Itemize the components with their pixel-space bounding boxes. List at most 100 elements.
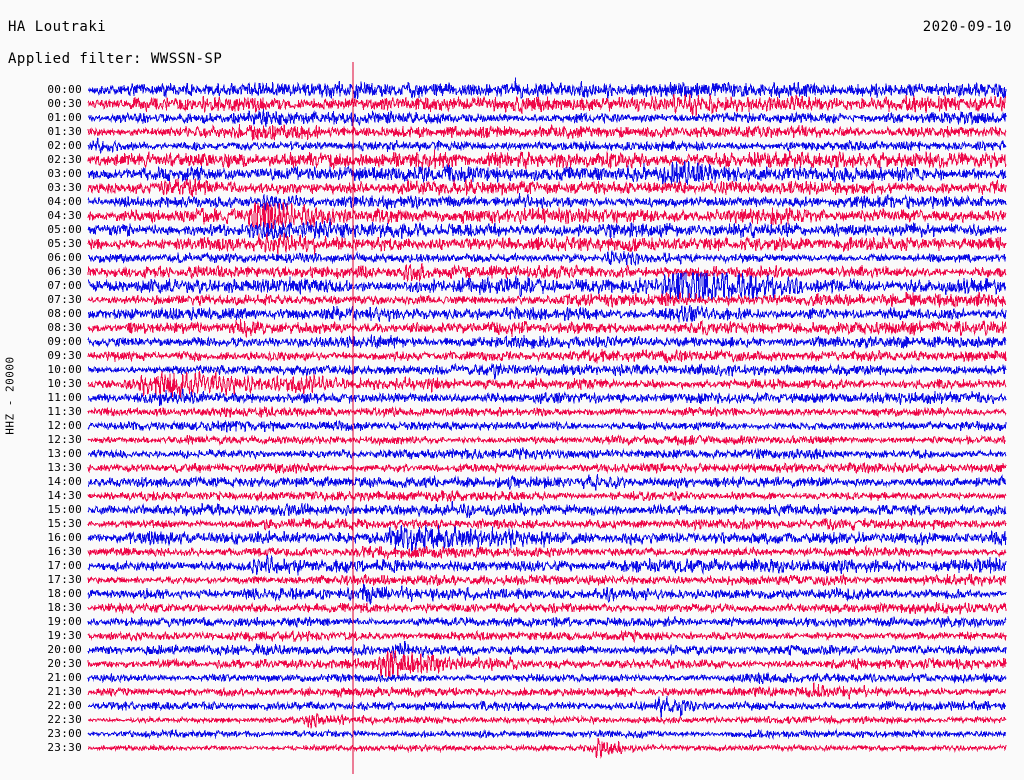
time-tick-label: 18:30 xyxy=(47,601,82,614)
time-tick-label: 08:30 xyxy=(47,321,82,334)
time-tick-label: 05:00 xyxy=(47,223,82,236)
trace-row xyxy=(87,232,1007,256)
helicorder-plot xyxy=(0,62,1024,774)
time-tick-label: 02:30 xyxy=(47,153,82,166)
trace-row xyxy=(87,446,1007,461)
time-tick-label: 04:30 xyxy=(47,209,82,222)
trace-row xyxy=(87,304,1007,323)
time-tick-label: 03:30 xyxy=(47,181,82,194)
time-tick-label: 15:30 xyxy=(47,517,82,530)
time-tick-label: 16:30 xyxy=(47,545,82,558)
trace-row xyxy=(87,462,1007,475)
trace-row xyxy=(87,650,1007,678)
time-tick-label: 12:00 xyxy=(47,419,82,432)
time-tick-label: 19:00 xyxy=(47,615,82,628)
record-date: 2020-09-10 xyxy=(922,19,1012,35)
trace-row xyxy=(87,77,1007,101)
time-tick-label: 09:00 xyxy=(47,335,82,348)
time-tick-label: 00:00 xyxy=(47,83,82,96)
time-tick-label: 16:00 xyxy=(47,531,82,544)
trace-row xyxy=(87,544,1007,561)
time-tick-label: 06:00 xyxy=(47,251,82,264)
time-tick-label: 23:30 xyxy=(47,741,82,754)
time-tick-label: 21:30 xyxy=(47,685,82,698)
trace-row xyxy=(87,500,1007,519)
time-tick-label: 11:30 xyxy=(47,405,82,418)
time-tick-label: 17:00 xyxy=(47,559,82,572)
time-tick-label: 12:30 xyxy=(47,433,82,446)
trace-row xyxy=(87,434,1006,447)
time-tick-label: 08:00 xyxy=(47,307,82,320)
trace-row xyxy=(87,362,1007,380)
trace-row xyxy=(87,573,1007,587)
trace-row xyxy=(87,370,1007,399)
time-tick-label: 17:30 xyxy=(47,573,82,586)
applied-filter-label: Applied filter: WWSSN-SP xyxy=(8,51,223,67)
time-tick-label: 07:00 xyxy=(47,279,82,292)
trace-row xyxy=(87,262,1007,282)
trace-row xyxy=(87,671,1007,685)
time-tick-label: 20:30 xyxy=(47,657,82,670)
time-tick-label: 01:00 xyxy=(47,111,82,124)
time-tick-label: 19:30 xyxy=(47,629,82,642)
trace-row xyxy=(87,474,1007,491)
time-tick-label: 00:30 xyxy=(47,97,82,110)
trace-row xyxy=(87,728,1007,740)
trace-row xyxy=(87,406,1007,418)
time-tick-label: 11:00 xyxy=(47,391,82,404)
trace-row xyxy=(87,554,1007,576)
trace-row xyxy=(87,524,1007,552)
trace-row xyxy=(87,202,1007,230)
trace-row xyxy=(87,137,1007,154)
time-tick-label: 10:00 xyxy=(47,363,82,376)
seismogram-traces xyxy=(87,62,1007,774)
time-tick-label: 03:00 xyxy=(47,167,82,180)
time-tick-label: 01:30 xyxy=(47,125,82,138)
time-tick-label: 14:00 xyxy=(47,475,82,488)
trace-row xyxy=(87,291,1006,308)
trace-row xyxy=(87,272,1007,300)
time-tick-label: 07:30 xyxy=(47,293,82,306)
trace-row xyxy=(87,388,1007,406)
time-tick-label: 05:30 xyxy=(47,237,82,250)
time-tick-label: 22:30 xyxy=(47,713,82,726)
trace-row xyxy=(87,93,1007,117)
trace-row xyxy=(87,250,1007,266)
trace-row xyxy=(87,630,1007,644)
time-tick-label: 22:00 xyxy=(47,699,82,712)
time-axis-ticks: 00:00 00:30 01:00 01:30 02:00 02:30 03:00 03:30… xyxy=(24,62,82,774)
trace-row xyxy=(87,517,1007,532)
trace-row xyxy=(87,712,1007,729)
trace-row xyxy=(87,696,1007,719)
time-tick-label: 13:00 xyxy=(47,447,82,460)
trace-row xyxy=(87,348,1007,364)
time-tick-label: 02:00 xyxy=(47,139,82,152)
trace-row xyxy=(87,123,1007,141)
trace-row xyxy=(87,615,1007,629)
trace-row xyxy=(87,334,1007,350)
trace-row xyxy=(87,640,1007,661)
time-tick-label: 15:00 xyxy=(47,503,82,516)
trace-row xyxy=(87,682,1007,700)
trace-row xyxy=(87,108,1007,127)
time-tick-label: 09:30 xyxy=(47,349,82,362)
trace-row xyxy=(87,583,1007,605)
time-tick-label: 13:30 xyxy=(47,461,82,474)
trace-row xyxy=(87,601,1007,615)
trace-row xyxy=(87,737,1007,760)
time-tick-label: 23:00 xyxy=(47,727,82,740)
trace-row xyxy=(87,489,1007,503)
trace-row xyxy=(87,420,1007,433)
trace-row xyxy=(87,319,1007,338)
time-tick-label: 18:00 xyxy=(47,587,82,600)
station-title: HA Loutraki xyxy=(8,19,107,35)
trace-row xyxy=(87,160,1007,187)
time-tick-label: 20:00 xyxy=(47,643,82,656)
time-tick-label: 04:00 xyxy=(47,195,82,208)
time-tick-label: 21:00 xyxy=(47,671,82,684)
trace-row xyxy=(87,178,1007,197)
time-tick-label: 06:30 xyxy=(47,265,82,278)
trace-row xyxy=(87,218,1007,240)
time-tick-label: 10:30 xyxy=(47,377,82,390)
